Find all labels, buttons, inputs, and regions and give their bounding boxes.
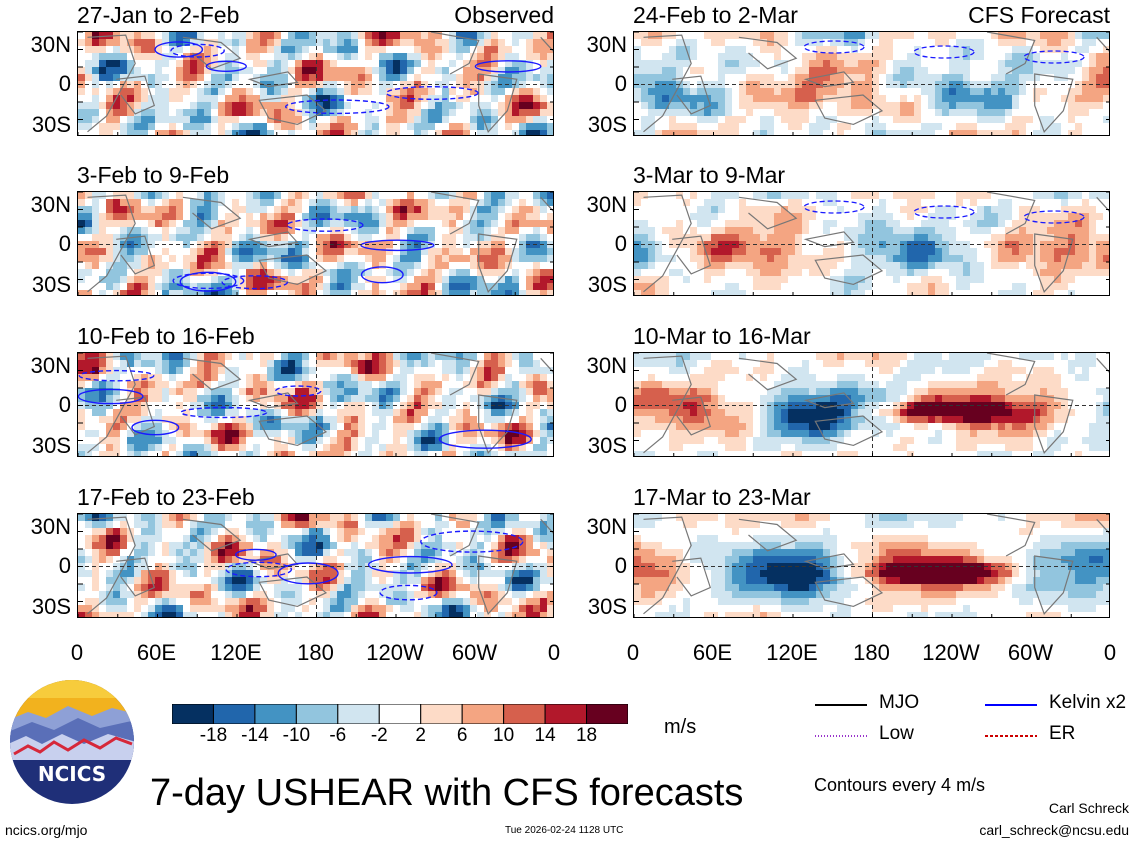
lat-tick-label: 30N bbox=[586, 32, 627, 57]
lon-tick-label: 0 bbox=[70, 640, 84, 665]
heatmap-panel bbox=[77, 191, 554, 296]
lon-tick-label: 120E bbox=[766, 640, 818, 665]
lat-tick-label: 30N bbox=[30, 192, 71, 217]
lon-tick-label: 120W bbox=[366, 640, 424, 665]
lat-tick-label: 0 bbox=[614, 231, 627, 256]
lon-tick-label: 120E bbox=[210, 640, 262, 665]
lon-tick-label: 0 bbox=[626, 640, 640, 665]
colorbar-swatch bbox=[212, 704, 256, 724]
lat-tick-label: 30N bbox=[586, 514, 627, 539]
panel-period-label: 17-Mar to 23-Mar bbox=[633, 484, 811, 510]
heatmap-panel bbox=[633, 191, 1110, 296]
colorbar-tick-label: 2 bbox=[415, 725, 426, 746]
footer-email: carl_schreck@ncsu.edu bbox=[979, 822, 1129, 838]
legend-label: ER bbox=[1049, 723, 1076, 744]
panel-period-label: 17-Feb to 23-Feb bbox=[77, 484, 255, 510]
heatmap-panel bbox=[633, 31, 1110, 136]
lat-tick-label: 30S bbox=[31, 433, 71, 458]
column-label-forecast: CFS Forecast bbox=[968, 2, 1110, 28]
legend-label: MJO bbox=[879, 692, 920, 713]
colorbar-tick-label: -14 bbox=[241, 725, 269, 746]
lat-tick-label: 0 bbox=[614, 392, 627, 417]
figure-title: 7-day USHEAR with CFS forecasts bbox=[150, 772, 744, 814]
logo-text: NCICS bbox=[38, 762, 106, 786]
lat-tick-label: 0 bbox=[58, 231, 71, 256]
colorbar-unit: m/s bbox=[664, 716, 697, 738]
lat-tick-label: 30S bbox=[587, 594, 627, 619]
colorbar-tick-label: 10 bbox=[493, 725, 515, 746]
colorbar-swatch bbox=[544, 704, 588, 724]
colorbar-swatch bbox=[254, 704, 297, 724]
colorbar-swatch bbox=[337, 704, 380, 724]
lat-tick-label: 0 bbox=[614, 553, 627, 578]
colorbar-swatch bbox=[503, 704, 546, 724]
lat-tick-label: 30N bbox=[30, 32, 71, 57]
legend-line bbox=[985, 735, 1037, 737]
colorbar-tick-label: 18 bbox=[575, 725, 598, 746]
lon-tick-label: 0 bbox=[1103, 640, 1117, 665]
lat-tick-label: 0 bbox=[614, 71, 627, 96]
footer-url: ncics.org/mjo bbox=[5, 822, 88, 838]
heatmap-panel bbox=[633, 513, 1110, 618]
lat-tick-label: 30N bbox=[586, 353, 627, 378]
lon-tick-label: 180 bbox=[297, 640, 334, 665]
lon-tick-label: 0 bbox=[547, 640, 561, 665]
lon-tick-label: 180 bbox=[853, 640, 890, 665]
lon-tick-label: 60W bbox=[1007, 640, 1054, 665]
legend-line bbox=[815, 704, 867, 706]
colorbar-tick-label: -10 bbox=[282, 725, 311, 746]
lon-tick-label: 60E bbox=[692, 640, 733, 665]
colorbar-swatch bbox=[420, 704, 463, 724]
heatmap-panel bbox=[633, 352, 1110, 457]
colorbar-swatch bbox=[586, 704, 628, 724]
column-label-observed: Observed bbox=[454, 2, 554, 28]
colorbar-tick-label: 6 bbox=[456, 725, 468, 746]
panel-period-label: 10-Mar to 16-Mar bbox=[633, 323, 811, 349]
footer-timestamp: Tue 2026-02-24 1128 UTC bbox=[505, 825, 624, 836]
lat-tick-label: 30N bbox=[30, 353, 71, 378]
colorbar-swatch bbox=[295, 704, 339, 724]
lat-tick-label: 30S bbox=[31, 594, 71, 619]
heatmap-panel bbox=[77, 352, 554, 457]
colorbar-swatch bbox=[461, 704, 505, 724]
panel-period-label: 10-Feb to 16-Feb bbox=[77, 323, 255, 349]
colorbar bbox=[172, 704, 628, 724]
lat-tick-label: 30N bbox=[586, 192, 627, 217]
heatmap-panel bbox=[77, 31, 554, 136]
lat-tick-label: 30S bbox=[587, 112, 627, 137]
lat-tick-label: 30S bbox=[31, 112, 71, 137]
legend-label: Kelvin x2 bbox=[1049, 692, 1127, 713]
panel-period-label: 3-Feb to 9-Feb bbox=[77, 162, 230, 188]
lat-tick-label: 0 bbox=[58, 553, 71, 578]
colorbar-tick-label: -2 bbox=[370, 725, 388, 746]
panel-period-label: 24-Feb to 2-Mar bbox=[633, 2, 798, 28]
lat-tick-label: 30N bbox=[30, 514, 71, 539]
lat-tick-label: 0 bbox=[58, 392, 71, 417]
lat-tick-label: 30S bbox=[31, 272, 71, 297]
lon-tick-label: 60W bbox=[451, 640, 498, 665]
lat-tick-label: 30S bbox=[587, 433, 627, 458]
lat-tick-label: 30S bbox=[587, 272, 627, 297]
colorbar-tick-label: -18 bbox=[199, 725, 228, 746]
colorbar-swatch bbox=[378, 704, 422, 724]
colorbar-tick-label: -6 bbox=[329, 725, 347, 746]
footer-author: Carl Schreck bbox=[1048, 800, 1129, 816]
heatmap-panel bbox=[77, 513, 554, 618]
panel-period-label: 3-Mar to 9-Mar bbox=[633, 162, 786, 188]
lon-tick-label: 60E bbox=[136, 640, 177, 665]
legend-line bbox=[985, 704, 1037, 706]
colorbar-swatch bbox=[172, 704, 214, 724]
contour-note: Contours every 4 m/s bbox=[814, 775, 986, 795]
panel-period-label: 27-Jan to 2-Feb bbox=[77, 2, 240, 28]
legend-label: Low bbox=[879, 723, 914, 744]
lat-tick-label: 0 bbox=[58, 71, 71, 96]
lon-tick-label: 120W bbox=[922, 640, 980, 665]
colorbar-tick-label: 14 bbox=[534, 725, 556, 746]
ncics-logo: NCICS bbox=[10, 680, 134, 804]
legend-line bbox=[815, 735, 867, 737]
